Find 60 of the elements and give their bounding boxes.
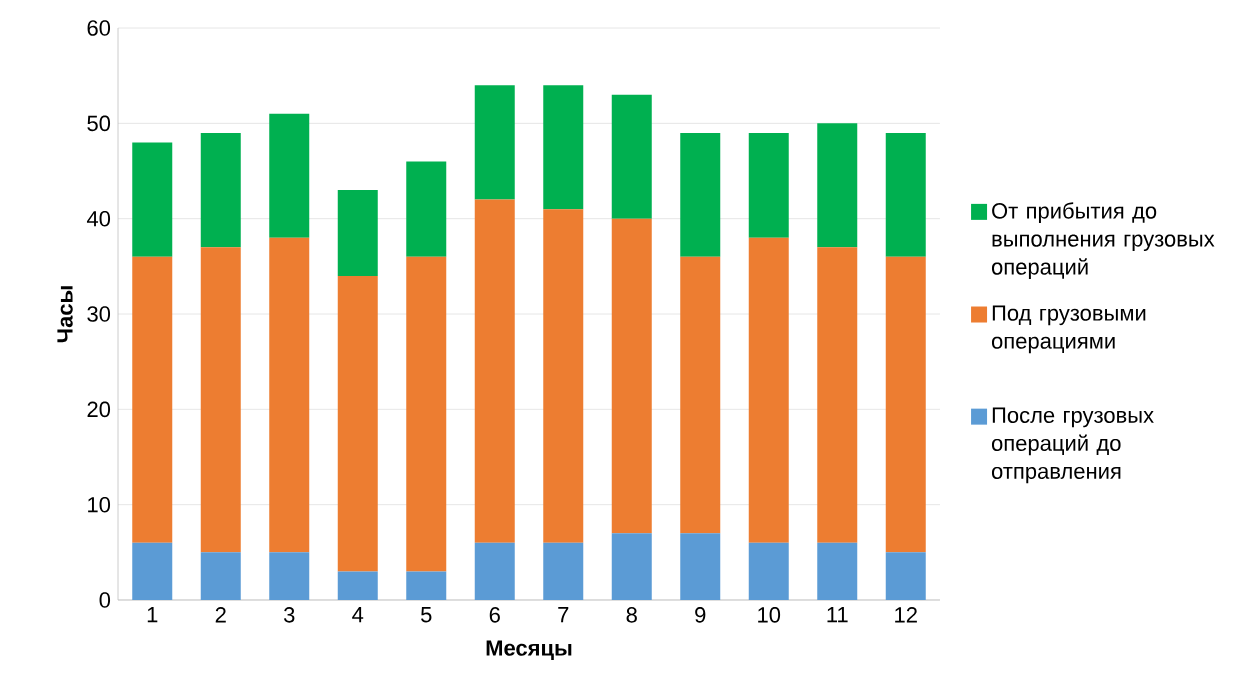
bar (748, 132, 789, 238)
bar (200, 247, 241, 553)
bar (132, 542, 173, 600)
y-tick-label: 60 (87, 20, 111, 36)
bar (885, 256, 926, 553)
x-tick-label: 7 (558, 607, 569, 623)
bar (132, 256, 173, 543)
x-tick-label: 12 (895, 607, 917, 623)
bar (885, 132, 926, 257)
y-tick-label: 30 (87, 306, 111, 322)
bar (337, 571, 378, 600)
bar (817, 247, 858, 543)
bar (817, 123, 858, 248)
legend-label: От прибытия до выполнения грузовых операций (991, 202, 1215, 279)
bar (406, 256, 447, 572)
y-tick-label: 20 (87, 401, 111, 418)
bar (269, 237, 310, 553)
x-tick-label: 1 (147, 607, 158, 623)
bar (474, 85, 515, 200)
y-tick-label: 0 (99, 592, 111, 608)
x-tick-label: 6 (489, 607, 500, 623)
legend-label: После грузовых операций до отправления (991, 407, 1154, 484)
y-tick-label: 10 (88, 496, 111, 513)
bar (680, 256, 721, 534)
bar (337, 190, 378, 276)
bar (474, 542, 515, 600)
bar (337, 275, 378, 572)
y-axis-title: Часы (57, 286, 73, 343)
y-tick-label: 50 (87, 115, 111, 132)
x-tick-label: 4 (352, 607, 364, 623)
bar (543, 542, 584, 600)
bar (200, 552, 241, 600)
bar (680, 533, 721, 600)
bar (543, 209, 584, 543)
bar (269, 552, 310, 600)
y-tick-label: 40 (86, 210, 111, 227)
bar (543, 85, 584, 210)
bar (200, 132, 241, 248)
bar (680, 132, 721, 257)
bar (611, 218, 652, 534)
bar (611, 94, 652, 219)
x-tick-label: 2 (215, 607, 226, 623)
x-tick-label: 5 (421, 607, 432, 623)
x-tick-label: 9 (695, 607, 706, 623)
x-axis-title: Месяцы (486, 640, 572, 660)
bar (748, 237, 789, 543)
bar (885, 552, 926, 600)
legend-label: Под грузовыми операциями (991, 305, 1146, 354)
bar (269, 113, 310, 238)
bar (817, 542, 858, 600)
x-tick-label: 11 (827, 607, 848, 623)
bar (132, 142, 173, 257)
bar (748, 542, 789, 600)
x-tick-label: 3 (283, 607, 295, 623)
bar (406, 571, 447, 600)
bar (611, 533, 652, 600)
bar (406, 161, 447, 257)
x-tick-label: 10 (758, 607, 781, 623)
bar (474, 199, 515, 543)
x-tick-label: 8 (626, 607, 637, 623)
